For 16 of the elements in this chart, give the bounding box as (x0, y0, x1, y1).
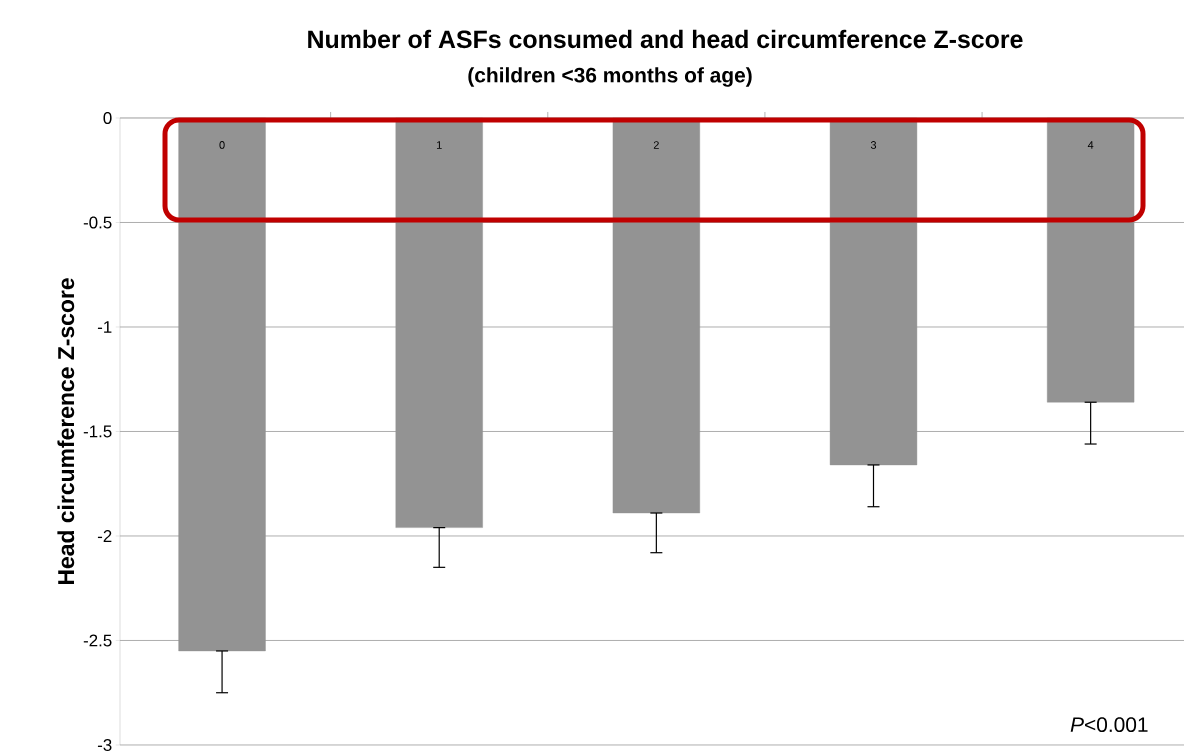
x-tick-label: 0 (219, 141, 225, 149)
x-tick-label: 1 (436, 141, 442, 149)
y-tick-label: -1.5 (83, 425, 112, 438)
y-tick-label: -3 (97, 738, 112, 751)
x-tick-label: 4 (1087, 141, 1094, 149)
chart-title: Number of ASFs consumed and head circumference Z-score (308, 29, 1023, 49)
x-tick-label: 3 (870, 141, 877, 149)
y-tick-label: 0 (103, 111, 112, 124)
annotation: P<0.001 (1070, 717, 1148, 733)
y-tick-label: -0.5 (83, 216, 112, 229)
y-tick-label: -1 (97, 321, 112, 333)
y-axis-title: Head circumference Z-score (57, 278, 75, 585)
chart-subtitle: (children <36 months of age) (468, 67, 752, 87)
y-tick-label: -2 (97, 530, 112, 542)
x-tick-label: 2 (653, 141, 659, 149)
y-tick-label: -2.5 (83, 634, 112, 647)
